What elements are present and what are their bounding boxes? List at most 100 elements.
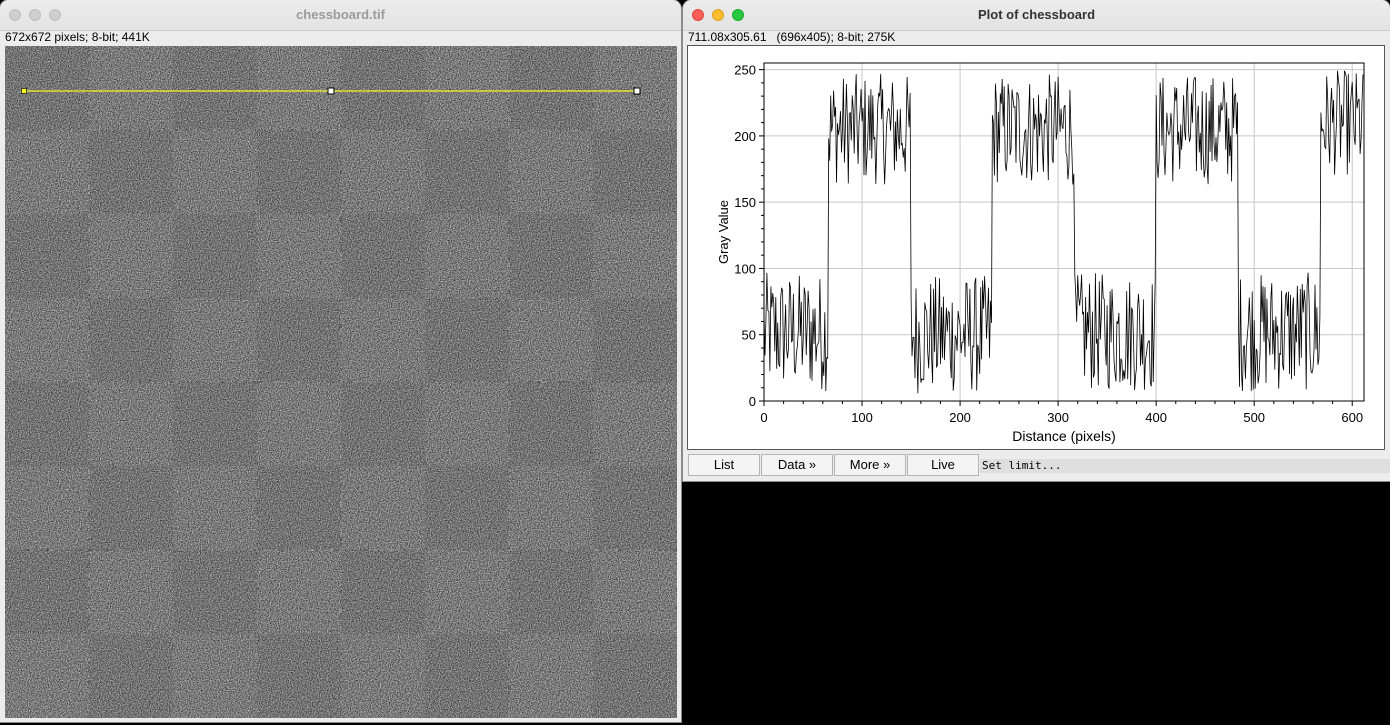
list-button[interactable]: List bbox=[688, 454, 760, 476]
image-window: chessboard.tif 672x672 pixels; 8-bit; 44… bbox=[0, 0, 681, 722]
data-button[interactable]: Data » bbox=[761, 454, 833, 476]
square-noise bbox=[593, 466, 677, 550]
close-icon[interactable] bbox=[692, 9, 704, 21]
y-tick-label: 250 bbox=[734, 63, 756, 78]
square-noise bbox=[5, 382, 89, 466]
square-noise bbox=[5, 130, 89, 214]
square-noise bbox=[89, 382, 173, 466]
square-noise bbox=[593, 130, 677, 214]
square-noise bbox=[341, 634, 425, 718]
x-tick-label: 400 bbox=[1145, 410, 1167, 425]
x-tick-label: 100 bbox=[851, 410, 873, 425]
square-noise bbox=[5, 466, 89, 550]
y-tick-label: 0 bbox=[749, 394, 756, 409]
square-noise bbox=[173, 634, 257, 718]
plot-canvas[interactable]: 0 100 200 300 400 500 600 0 50 100 150 200 250 Dista… bbox=[687, 45, 1385, 450]
minimize-icon[interactable] bbox=[712, 9, 724, 21]
window-controls bbox=[9, 9, 61, 21]
square-noise bbox=[257, 214, 341, 298]
line-handle-end[interactable] bbox=[633, 87, 641, 95]
square-noise bbox=[425, 46, 509, 130]
square-noise bbox=[173, 466, 257, 550]
square-noise bbox=[509, 298, 593, 382]
x-tick-label: 200 bbox=[949, 410, 971, 425]
square-noise bbox=[341, 466, 425, 550]
square-noise bbox=[509, 130, 593, 214]
square-noise bbox=[173, 214, 257, 298]
chessboard-image[interactable] bbox=[5, 46, 677, 718]
square-noise bbox=[341, 550, 425, 634]
y-tick-label: 150 bbox=[734, 195, 756, 210]
square-noise bbox=[5, 550, 89, 634]
square-noise bbox=[425, 298, 509, 382]
square-noise bbox=[509, 382, 593, 466]
zoom-icon[interactable] bbox=[732, 9, 744, 21]
plot-info-text: 711.08x305.61 (696x405); 8-bit; 275K bbox=[688, 30, 896, 44]
square-noise bbox=[593, 634, 677, 718]
square-noise bbox=[89, 550, 173, 634]
y-axis-label: Gray Value bbox=[716, 200, 731, 264]
square-noise bbox=[425, 214, 509, 298]
square-noise bbox=[173, 46, 257, 130]
square-noise bbox=[509, 466, 593, 550]
square-noise bbox=[509, 214, 593, 298]
square-noise bbox=[425, 550, 509, 634]
y-tick-label: 200 bbox=[734, 129, 756, 144]
square-noise bbox=[509, 550, 593, 634]
square-noise bbox=[257, 550, 341, 634]
square-noise bbox=[593, 298, 677, 382]
line-handle-start[interactable] bbox=[21, 88, 27, 94]
image-info-text: 672x672 pixels; 8-bit; 441K bbox=[5, 30, 150, 44]
square-noise bbox=[173, 550, 257, 634]
image-window-title: chessboard.tif bbox=[296, 7, 385, 22]
window-controls bbox=[692, 9, 744, 21]
line-handle-middle[interactable] bbox=[327, 87, 335, 95]
square-noise bbox=[5, 298, 89, 382]
square-noise bbox=[89, 130, 173, 214]
square-noise bbox=[341, 214, 425, 298]
x-tick-label: 0 bbox=[760, 410, 767, 425]
more-button[interactable]: More » bbox=[834, 454, 906, 476]
x-tick-label: 600 bbox=[1341, 410, 1363, 425]
square-noise bbox=[425, 130, 509, 214]
plot-frame bbox=[763, 62, 1365, 402]
square-noise bbox=[5, 214, 89, 298]
square-noise bbox=[89, 298, 173, 382]
square-noise bbox=[257, 298, 341, 382]
square-noise bbox=[341, 382, 425, 466]
square-noise bbox=[257, 46, 341, 130]
profile-plot[interactable]: 0 100 200 300 400 500 600 0 50 100 150 200 250 Dista… bbox=[688, 46, 1384, 449]
square-noise bbox=[5, 634, 89, 718]
square-noise bbox=[257, 382, 341, 466]
square-noise bbox=[593, 382, 677, 466]
square-noise bbox=[89, 46, 173, 130]
x-tick-label: 300 bbox=[1047, 410, 1069, 425]
square-noise bbox=[257, 634, 341, 718]
x-tick-label: 500 bbox=[1243, 410, 1265, 425]
square-noise bbox=[89, 466, 173, 550]
square-noise bbox=[425, 466, 509, 550]
image-window-titlebar[interactable]: chessboard.tif bbox=[0, 0, 681, 31]
square-noise bbox=[593, 550, 677, 634]
square-noise bbox=[173, 298, 257, 382]
square-noise bbox=[341, 298, 425, 382]
plot-button-bar: List Data » More » Live bbox=[688, 454, 980, 477]
plot-window: Plot of chessboard 711.08x305.61 (696x40… bbox=[683, 0, 1390, 481]
close-icon[interactable] bbox=[9, 9, 21, 21]
square-noise bbox=[173, 130, 257, 214]
square-noise bbox=[5, 46, 89, 130]
live-button[interactable]: Live bbox=[907, 454, 979, 476]
square-noise bbox=[257, 130, 341, 214]
square-noise bbox=[593, 214, 677, 298]
y-tick-label: 50 bbox=[742, 328, 756, 343]
plot-window-titlebar[interactable]: Plot of chessboard bbox=[683, 0, 1390, 31]
square-noise bbox=[173, 382, 257, 466]
y-tick-label: 100 bbox=[734, 261, 756, 276]
minimize-icon[interactable] bbox=[29, 9, 41, 21]
zoom-icon[interactable] bbox=[49, 9, 61, 21]
square-noise bbox=[257, 466, 341, 550]
image-canvas[interactable] bbox=[5, 46, 677, 718]
square-noise bbox=[341, 46, 425, 130]
square-noise bbox=[89, 214, 173, 298]
gray-value-series bbox=[763, 70, 1364, 394]
